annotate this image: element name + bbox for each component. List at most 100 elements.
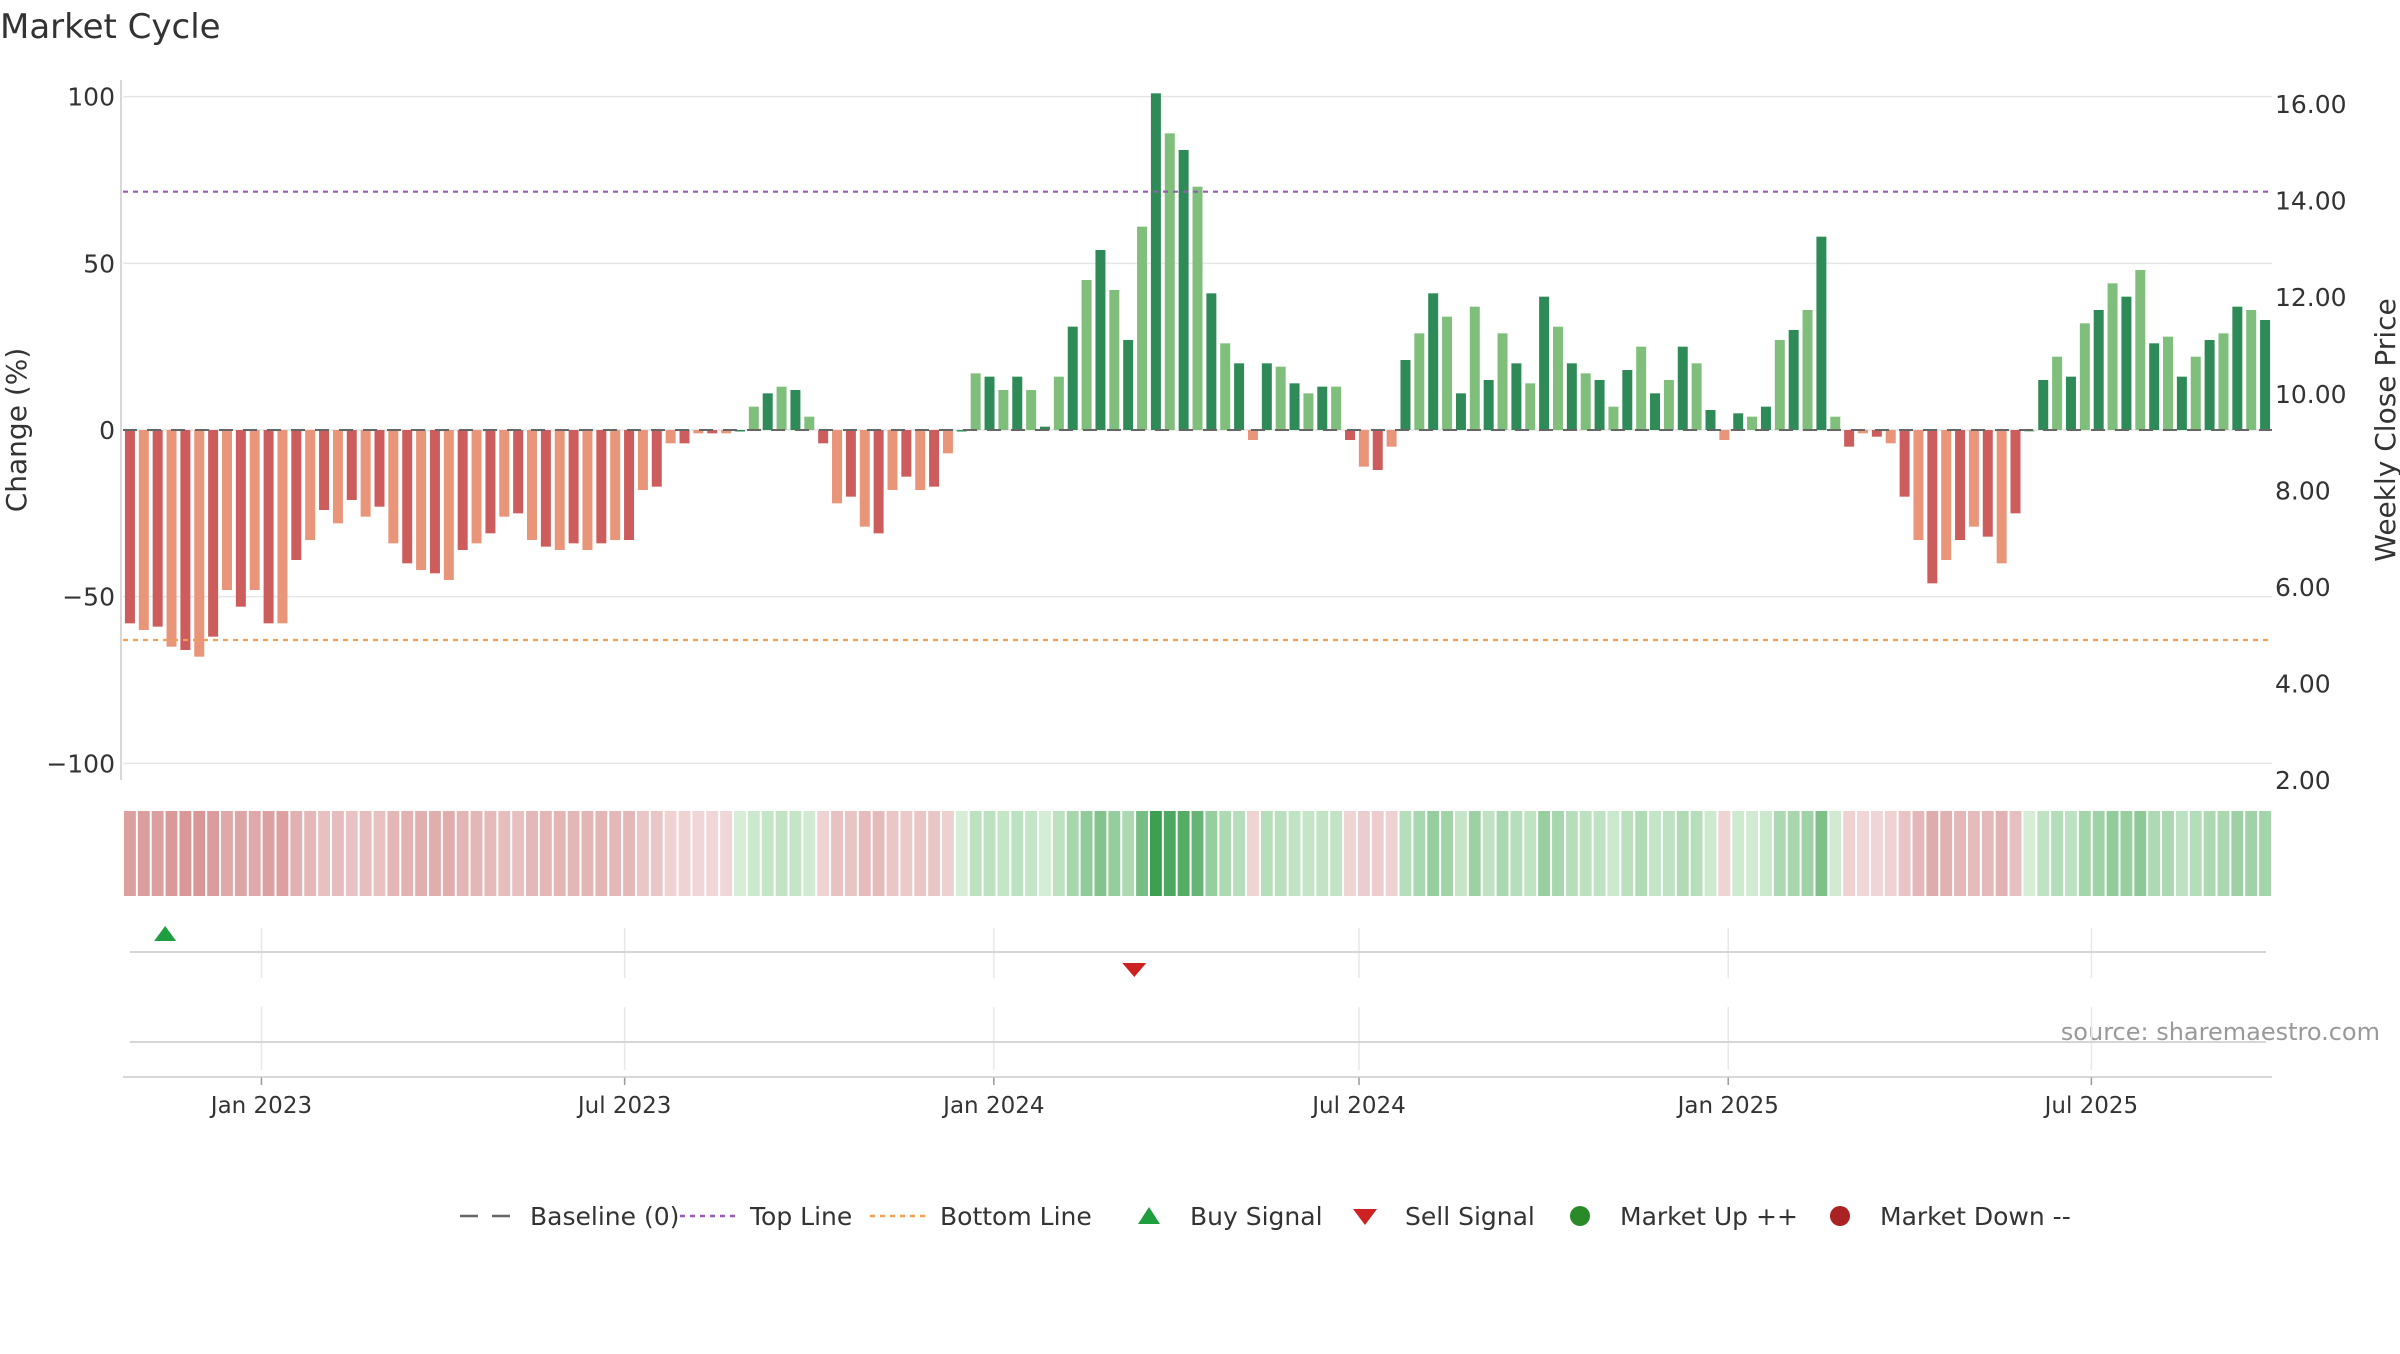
heat-cell — [553, 811, 566, 896]
bar — [1636, 346, 1647, 430]
heat-cell — [1607, 811, 1620, 896]
heat-cell — [2203, 811, 2216, 896]
legend-item: Buy Signal — [1138, 1202, 1323, 1231]
bar — [1608, 406, 1619, 430]
heat-cell — [1302, 811, 1315, 896]
bars — [124, 93, 2271, 657]
heat-cell — [955, 811, 968, 896]
heat-cell — [248, 811, 261, 896]
heat-cell — [1066, 811, 1079, 896]
heat-cell — [318, 811, 330, 896]
heat-cell — [2217, 811, 2230, 896]
heat-cell — [2120, 811, 2133, 896]
heat-cell — [526, 811, 538, 896]
bar — [1788, 330, 1799, 430]
heat-cell — [221, 811, 233, 896]
legend-circle-swatch — [1830, 1206, 1850, 1226]
bar — [1483, 380, 1494, 430]
bar — [429, 430, 440, 574]
heat-cell — [2189, 811, 2202, 896]
bar — [2163, 336, 2174, 430]
bar — [249, 430, 260, 590]
heat-cell — [1898, 811, 1911, 896]
heat-cell — [331, 811, 344, 896]
bar — [651, 430, 662, 487]
bar — [332, 430, 343, 524]
bar — [2121, 296, 2132, 430]
heat-cell — [2023, 811, 2036, 896]
heat-cell — [1371, 811, 1384, 896]
bar — [554, 430, 565, 550]
bar — [1039, 426, 1050, 430]
bar — [1816, 236, 1827, 430]
y2-tick-label: 8.00 — [2275, 476, 2331, 505]
y2-tick-label: 14.00 — [2275, 187, 2347, 216]
legend-item: Market Down -- — [1830, 1202, 2071, 1231]
bar — [1747, 416, 1758, 430]
heat-cell — [775, 811, 788, 896]
bar — [1539, 296, 1550, 430]
heat-cell — [373, 811, 386, 896]
y2-tick-label: 2.00 — [2275, 766, 2331, 795]
heat-cell — [581, 811, 594, 896]
bar — [471, 430, 482, 544]
bar — [1996, 430, 2007, 564]
bar — [138, 430, 149, 630]
heat-cell — [914, 811, 927, 896]
bar — [1858, 430, 1868, 434]
bar — [1580, 373, 1591, 430]
y2-tick-label: 4.00 — [2275, 669, 2331, 698]
heat-cell — [1482, 811, 1495, 896]
bar — [1414, 333, 1425, 430]
heat-cell — [1330, 811, 1343, 896]
heat-cell — [692, 811, 705, 896]
bar — [1178, 150, 1189, 430]
heat-cell — [623, 811, 635, 896]
y2-tick-label: 10.00 — [2275, 380, 2347, 409]
bar — [1927, 430, 1938, 584]
bar — [1955, 430, 1966, 540]
bar — [1663, 380, 1674, 430]
bar — [2176, 376, 2187, 430]
bar — [942, 430, 953, 454]
bar — [624, 430, 635, 540]
heat-cell — [983, 811, 996, 896]
heat-cell — [2092, 811, 2105, 896]
bar — [1594, 380, 1605, 430]
heat-cell — [1094, 811, 1107, 896]
bar — [1261, 363, 1272, 430]
heat-cell — [1870, 811, 1883, 896]
bar — [1733, 413, 1744, 430]
x-tick-label: Jan 2024 — [941, 1093, 1044, 1119]
bar — [1442, 316, 1453, 430]
heat-cell — [2231, 811, 2244, 896]
heat-cell — [1510, 811, 1523, 896]
heat-cell — [567, 811, 580, 896]
legend-label: Market Down -- — [1880, 1202, 2071, 1231]
bar — [1511, 363, 1522, 430]
bar — [194, 430, 205, 657]
legend-item: Market Up ++ — [1570, 1202, 1798, 1231]
bar — [2135, 270, 2146, 430]
bar — [2246, 310, 2257, 430]
legend-item: Top Line — [680, 1202, 852, 1231]
y-tick-label: 100 — [67, 83, 115, 112]
heat-cell — [207, 811, 220, 896]
bar — [1760, 406, 1771, 430]
bar — [790, 390, 801, 430]
bar — [2107, 283, 2118, 430]
heat-strip — [124, 811, 2271, 896]
bar — [596, 430, 607, 544]
bar — [485, 430, 496, 534]
heat-cell — [1413, 811, 1426, 896]
heat-cell — [1649, 811, 1661, 896]
legend-label: Baseline (0) — [530, 1202, 679, 1231]
heat-cell — [1316, 811, 1329, 896]
bar — [457, 430, 468, 550]
heat-cell — [1857, 811, 1869, 896]
bar — [1164, 133, 1175, 431]
bar — [499, 430, 510, 517]
bar — [1469, 306, 1480, 430]
bar — [748, 406, 759, 430]
bar — [1525, 383, 1536, 430]
